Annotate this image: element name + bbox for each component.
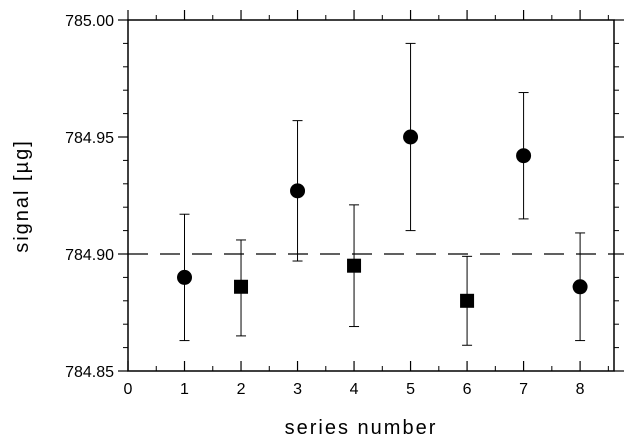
x-axis-title: series number bbox=[285, 417, 438, 439]
data-point-circle bbox=[290, 183, 306, 199]
data-point-circle bbox=[572, 279, 588, 295]
x-tick-label: 0 bbox=[124, 381, 133, 398]
tick-label-layer: 0 1 2 3 4 5 6 7 8 784.85 784.90 784.95 785.00 bbox=[65, 13, 585, 398]
x-tick-label: 2 bbox=[237, 381, 246, 398]
x-tick-label: 8 bbox=[576, 381, 585, 398]
x-tick-label: 6 bbox=[463, 381, 472, 398]
data-point-square bbox=[460, 293, 475, 308]
x-tick-label: 4 bbox=[350, 381, 359, 398]
x-tick-label: 5 bbox=[406, 381, 415, 398]
y-tick-label: 784.95 bbox=[65, 130, 114, 147]
data-point-square bbox=[234, 279, 249, 294]
y-axis-title: signal [µg] bbox=[11, 139, 33, 253]
y-tick-label: 784.90 bbox=[65, 247, 114, 264]
x-tick-label: 1 bbox=[180, 381, 189, 398]
data-point-circle bbox=[403, 129, 419, 145]
tick-layer bbox=[118, 10, 624, 372]
y-tick-label: 785.00 bbox=[65, 13, 114, 30]
plot-frame bbox=[127, 19, 615, 372]
data-point-square bbox=[347, 258, 362, 273]
data-point-circle bbox=[177, 269, 193, 285]
data-layer bbox=[177, 42, 588, 346]
x-tick-label: 7 bbox=[519, 381, 528, 398]
y-tick-label: 784.85 bbox=[65, 364, 114, 381]
x-tick-label: 3 bbox=[293, 381, 302, 398]
data-point-circle bbox=[516, 148, 532, 164]
